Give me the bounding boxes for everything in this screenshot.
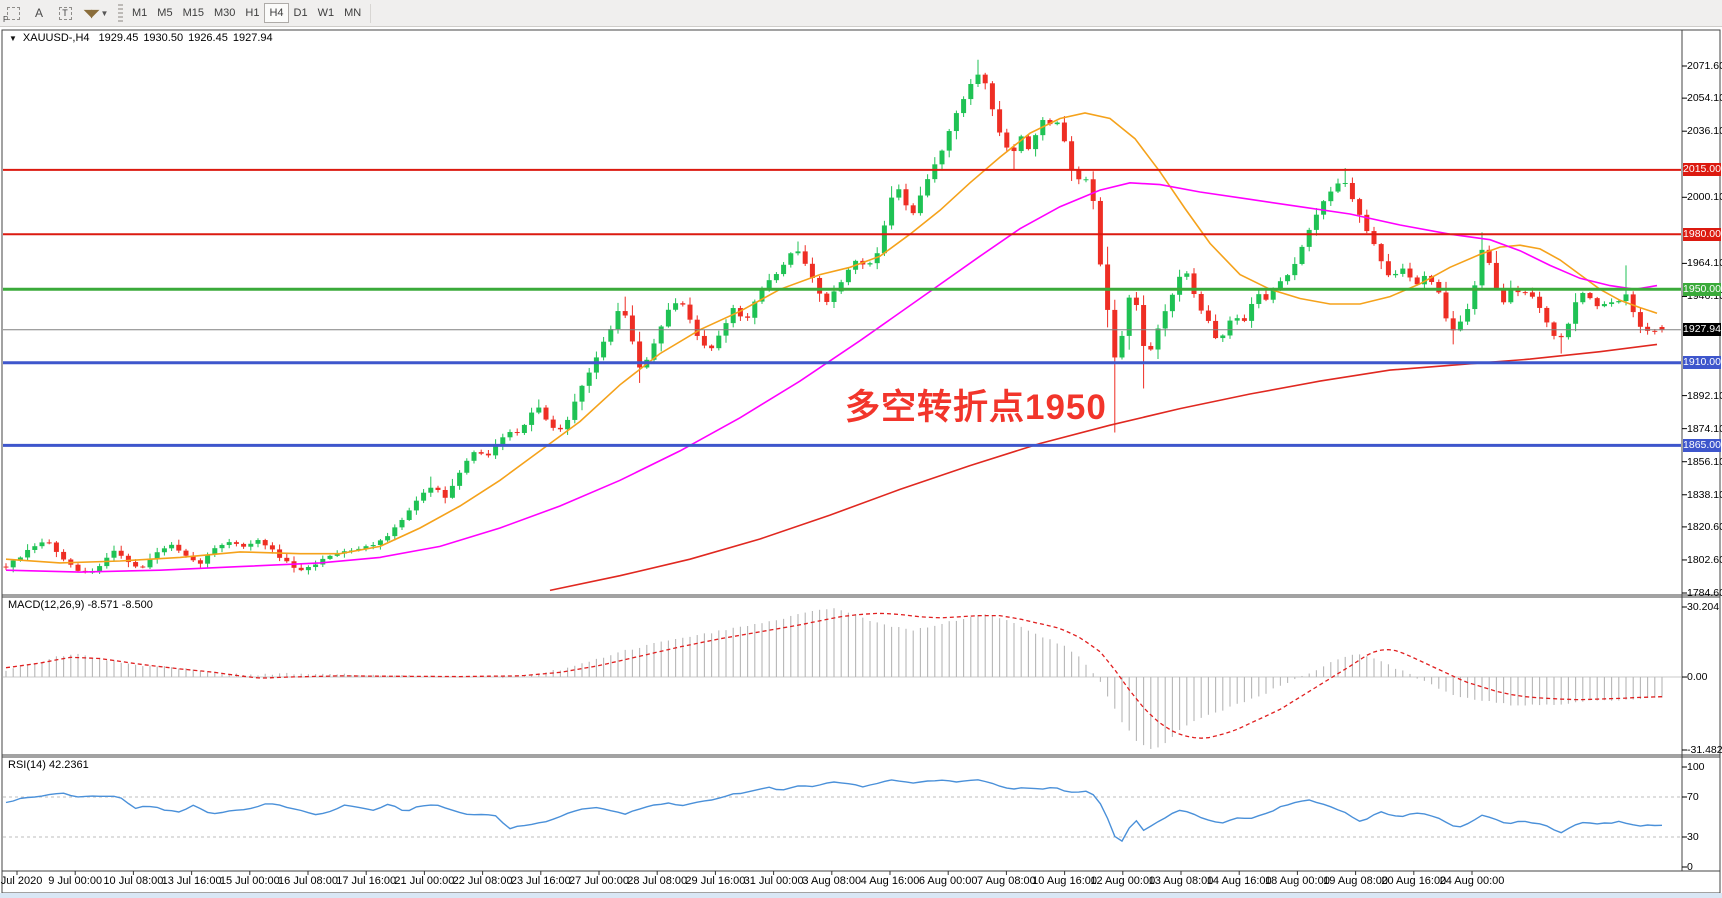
toolbar-grip[interactable] xyxy=(118,3,123,23)
time-axis-label: 13 Aug 08:00 xyxy=(1148,875,1214,887)
price-axis-label: 2071.60 xyxy=(1687,60,1722,72)
rsi-axis-label: 30 xyxy=(1687,831,1699,843)
ohlc-open: 1929.45 xyxy=(98,32,139,44)
time-axis-label: 16 Jul 08:00 xyxy=(278,875,338,887)
price-axis-label: 1874.10 xyxy=(1687,422,1722,435)
hline-price-flag: 1910.00 xyxy=(1683,356,1721,370)
text-a-glyph: A xyxy=(34,6,43,20)
price-axis-label: 1838.10 xyxy=(1687,488,1722,501)
price-axis-label: 1892.10 xyxy=(1687,389,1722,402)
rsi-label: RSI(14) 42.2361 xyxy=(8,759,89,771)
statusbar-edge xyxy=(0,893,1722,898)
time-axis-label: 4 Aug 16:00 xyxy=(860,875,920,887)
hline-price-flag: 1865.00 xyxy=(1683,438,1721,452)
timeframe-buttons: M1 M5 M15 M30 H1 H4 D1 W1 MN xyxy=(127,3,366,23)
time-axis-label: 24 Aug 00:00 xyxy=(1439,875,1505,887)
fibonacci-tool-icon[interactable]: F xyxy=(1,3,25,24)
time-axis-label: 14 Aug 16:00 xyxy=(1206,875,1272,887)
current-price-flag: 1927.94 xyxy=(1683,323,1721,337)
timeframe-button-w1[interactable]: W1 xyxy=(317,7,335,19)
time-axis-label: 22 Jul 08:00 xyxy=(452,875,513,887)
price-axis-label: 2000.10 xyxy=(1687,191,1722,204)
time-axis-label: 12 Aug 00:00 xyxy=(1090,875,1156,887)
rsi-axis-label: 70 xyxy=(1687,791,1699,803)
price-axis-label: 1784.60 xyxy=(1687,587,1722,599)
arrows-glyph-icon: ◥◤ xyxy=(83,7,100,20)
timeframe-button-h1[interactable]: H1 xyxy=(245,7,260,19)
timeframe-button-m30[interactable]: M30 xyxy=(213,7,236,19)
collapse-triangle-icon[interactable]: ▼ xyxy=(9,33,17,43)
time-axis-label: 10 Aug 16:00 xyxy=(1032,875,1098,887)
chevron-down-icon[interactable]: ▼ xyxy=(100,8,109,18)
time-axis-label: 13 Jul 16:00 xyxy=(161,875,222,887)
macd-axis-label: 30.204 xyxy=(1687,601,1720,613)
time-axis-label: 18 Aug 00:00 xyxy=(1264,875,1330,887)
time-axis-label: 3 Aug 08:00 xyxy=(802,875,862,887)
hline-price-flag: 1950.00 xyxy=(1683,282,1721,296)
price-axis-label: 1964.10 xyxy=(1687,257,1722,270)
time-axis-label: 19 Aug 08:00 xyxy=(1323,875,1389,887)
time-axis-label: 27 Jul 00:00 xyxy=(569,875,629,887)
time-axis-label: 9 Jul 00:00 xyxy=(48,875,103,887)
timeframe-button-m5[interactable]: M5 xyxy=(157,7,173,19)
time-axis-label: 10 Jul 08:00 xyxy=(103,875,164,887)
time-axis-label: 23 Jul 16:00 xyxy=(510,875,571,887)
hline-price-flag: 2015.00 xyxy=(1683,163,1721,177)
timeframe-button-m15[interactable]: M15 xyxy=(182,7,204,19)
rsi-axis-label: 0 xyxy=(1687,861,1693,873)
macd-axis-label: 0.00 xyxy=(1687,671,1708,684)
label-tool-icon[interactable]: T xyxy=(53,3,77,24)
price-axis-label: 1802.60 xyxy=(1687,553,1722,566)
time-axis-label: 21 Jul 00:00 xyxy=(394,875,455,887)
ohlc-high: 1930.50 xyxy=(143,32,184,44)
time-axis-label: 20 Aug 16:00 xyxy=(1381,875,1447,887)
price-axis-label: 1820.60 xyxy=(1687,520,1722,533)
arrow-objects-icon[interactable]: ◥◤ ▼ xyxy=(79,3,113,24)
time-axis-label: 28 Jul 08:00 xyxy=(627,875,688,887)
price-axis-label: 2036.10 xyxy=(1687,125,1722,138)
chart-annotation-text: 多空转折点1950 xyxy=(845,388,1107,427)
timeframe-button-d1[interactable]: D1 xyxy=(293,7,308,19)
toolbar: F A T ◥◤ ▼ M1 M5 M15 M30 H1 H4 D1 W1 MN xyxy=(0,0,1722,27)
fibonacci-frame-icon xyxy=(6,6,20,20)
time-axis-label: 6 Aug 00:00 xyxy=(918,875,978,887)
price-axis-label: 2054.10 xyxy=(1687,92,1722,105)
timeframe-button-h4[interactable]: H4 xyxy=(264,3,289,23)
timeframe-button-m1[interactable]: M1 xyxy=(132,7,148,19)
symbol-label: XAUUSD-,H4 xyxy=(22,32,90,44)
time-axis-label: 31 Jul 00:00 xyxy=(743,875,804,887)
time-axis-label: 7 Jul 2020 xyxy=(0,875,43,887)
ohlc-close: 1927.94 xyxy=(232,32,273,44)
rsi-axis-label: 100 xyxy=(1687,761,1705,773)
macd-label: MACD(12,26,9) -8.571 -8.500 xyxy=(8,599,153,611)
text-tool-icon[interactable]: A xyxy=(27,3,51,24)
price-axis-label: 1856.10 xyxy=(1687,455,1722,468)
time-axis-label: 29 Jul 16:00 xyxy=(685,875,746,887)
chart-header: ▼ XAUUSD-,H4 1929.45 1930.50 1926.45 192… xyxy=(9,32,273,44)
time-axis-label: 17 Jul 16:00 xyxy=(336,875,397,887)
fibonacci-f-glyph: F xyxy=(3,14,8,24)
toolbar-separator xyxy=(370,3,372,23)
macd-axis-label: -31.482 xyxy=(1687,744,1722,756)
ohlc-low: 1926.45 xyxy=(188,32,228,44)
timeframe-button-mn[interactable]: MN xyxy=(344,7,362,19)
label-t-box-icon: T xyxy=(58,6,72,20)
time-axis-label: 7 Aug 08:00 xyxy=(977,875,1036,887)
hline-price-flag: 1980.00 xyxy=(1683,227,1721,241)
time-axis-label: 15 Jul 00:00 xyxy=(219,875,280,887)
